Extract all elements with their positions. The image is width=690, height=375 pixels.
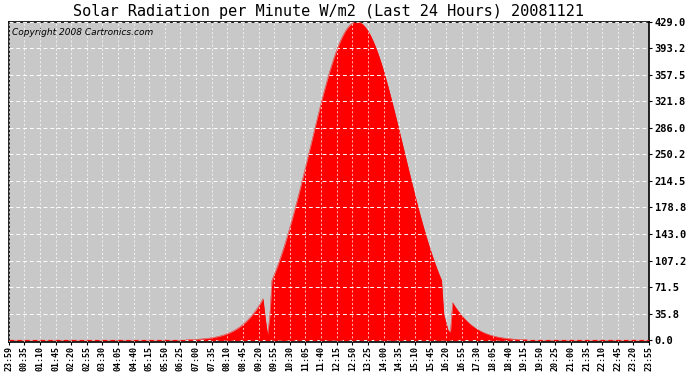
Title: Solar Radiation per Minute W/m2 (Last 24 Hours) 20081121: Solar Radiation per Minute W/m2 (Last 24… [73, 4, 584, 19]
Text: Copyright 2008 Cartronics.com: Copyright 2008 Cartronics.com [12, 28, 153, 37]
